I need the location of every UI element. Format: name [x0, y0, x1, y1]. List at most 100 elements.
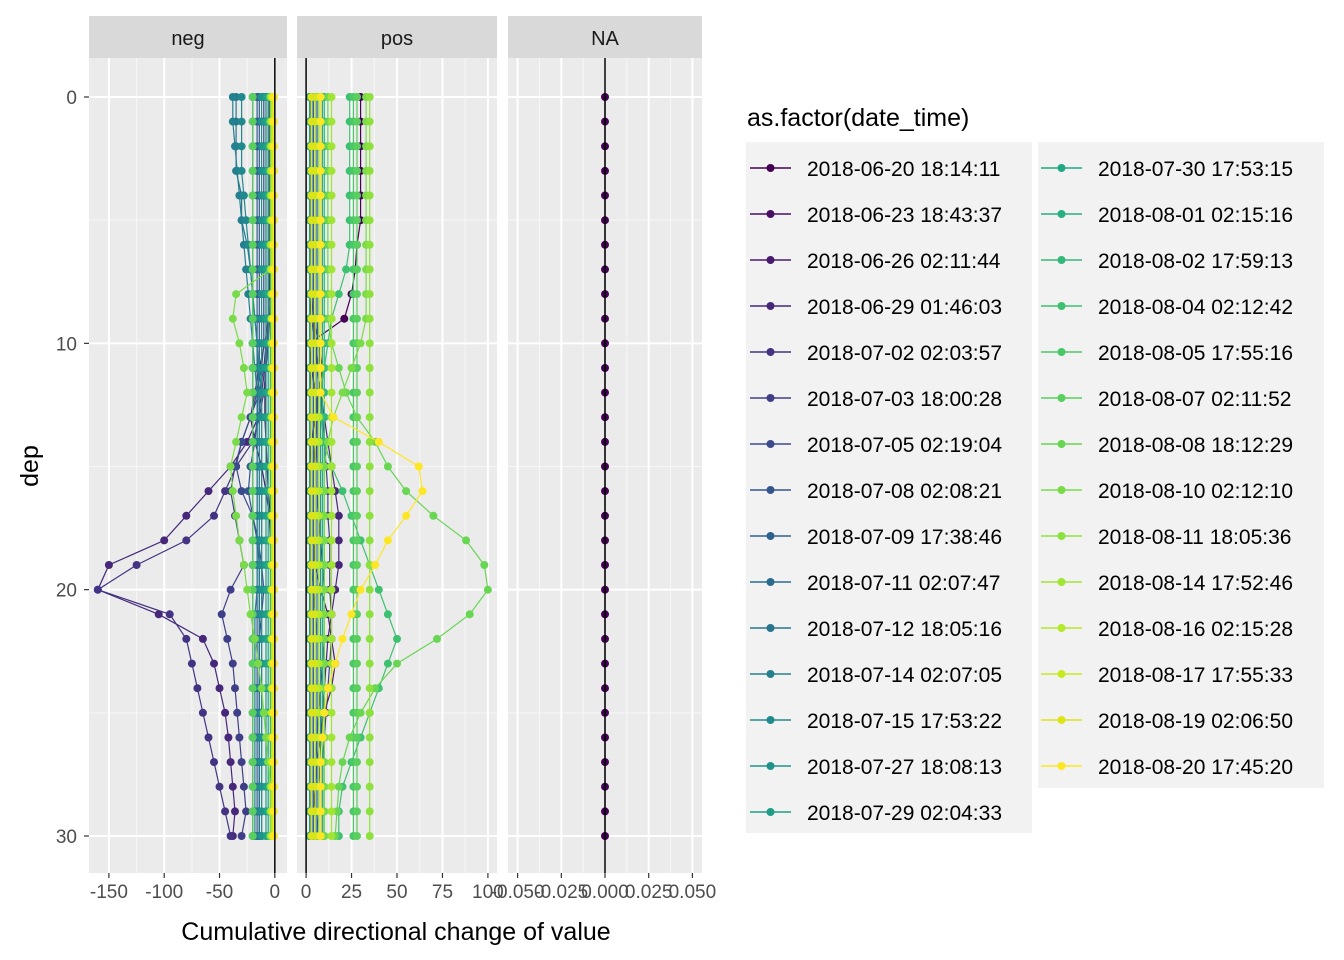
- data-point: [243, 388, 252, 397]
- legend-entry-label: 2018-07-12 18:05:16: [807, 618, 1002, 641]
- data-point: [210, 511, 218, 520]
- legend-key-point: [766, 808, 775, 816]
- data-point: [353, 782, 361, 791]
- data-point: [307, 782, 316, 791]
- legend-entry-label: 2018-08-01 02:15:16: [1098, 204, 1293, 227]
- legend-entry-label: 2018-08-10 02:12:10: [1098, 480, 1293, 503]
- data-point: [307, 388, 316, 397]
- data-point: [365, 437, 374, 446]
- data-point: [215, 684, 224, 693]
- data-point: [327, 832, 336, 840]
- data-point: [269, 733, 278, 742]
- data-point: [316, 93, 325, 101]
- data-point: [353, 117, 361, 126]
- data-point: [429, 511, 438, 520]
- data-point: [365, 487, 374, 496]
- data-point: [248, 511, 257, 520]
- legend-entry-label: 2018-07-30 17:53:15: [1098, 158, 1293, 181]
- data-point: [269, 487, 278, 496]
- data-point: [353, 733, 361, 742]
- data-point: [383, 462, 392, 471]
- data-point: [269, 240, 278, 249]
- data-point: [307, 659, 316, 668]
- data-point: [316, 388, 325, 397]
- data-point: [383, 610, 392, 619]
- data-point: [320, 708, 329, 717]
- data-point: [248, 240, 257, 249]
- data-point: [237, 166, 246, 175]
- data-point: [353, 265, 361, 274]
- data-point: [248, 832, 257, 840]
- data-point: [365, 511, 374, 520]
- data-point: [269, 314, 278, 323]
- data-point: [228, 487, 237, 496]
- data-point: [365, 610, 374, 619]
- data-point: [221, 708, 230, 717]
- data-point: [338, 487, 347, 496]
- data-point: [226, 462, 235, 471]
- data-point: [248, 191, 257, 200]
- legend-entry-label: 2018-08-20 17:45:20: [1098, 756, 1293, 779]
- facet-strip-label: NA: [591, 28, 619, 50]
- legend-entry-label: 2018-07-29 02:04:33: [807, 802, 1002, 825]
- data-point: [165, 610, 174, 619]
- legend-entry-label: 2018-07-02 02:03:57: [807, 342, 1002, 365]
- data-point: [327, 142, 336, 151]
- legend-entry-label: 2018-07-05 02:19:04: [807, 434, 1002, 457]
- data-point: [235, 339, 244, 348]
- legend-key-point: [1057, 440, 1066, 448]
- data-point: [248, 142, 257, 151]
- data-point: [307, 142, 316, 151]
- data-point: [269, 216, 278, 225]
- data-point: [353, 487, 361, 496]
- data-point: [353, 437, 361, 446]
- data-point: [198, 634, 207, 643]
- x-tick-label: -150: [90, 882, 128, 903]
- x-tick-label: -50: [206, 882, 233, 903]
- data-point: [248, 290, 257, 299]
- data-point: [307, 166, 316, 175]
- legend-entry-label: 2018-07-11 02:07:47: [807, 572, 1000, 595]
- data-point: [237, 93, 246, 101]
- data-point: [353, 807, 361, 816]
- data-point: [232, 437, 241, 446]
- data-point: [217, 610, 226, 619]
- data-point: [327, 758, 336, 767]
- legend-key-point: [766, 716, 775, 724]
- data-point: [269, 117, 278, 126]
- data-point: [269, 610, 278, 619]
- data-point: [353, 758, 361, 767]
- data-point: [204, 487, 213, 496]
- data-point: [259, 708, 268, 717]
- data-point: [228, 117, 237, 126]
- data-point: [327, 585, 336, 594]
- data-point: [316, 364, 325, 372]
- legend-entry-label: 2018-07-09 17:38:46: [807, 526, 1002, 549]
- data-point: [334, 364, 343, 372]
- x-tick-label: 100: [472, 882, 504, 903]
- data-point: [257, 684, 266, 693]
- data-point: [327, 191, 336, 200]
- data-point: [327, 487, 336, 496]
- data-point: [307, 290, 316, 299]
- y-axis: 0 10 20 30: [56, 88, 89, 848]
- data-point: [242, 216, 251, 225]
- data-point: [393, 659, 401, 668]
- legend-key-point: [1057, 670, 1066, 678]
- data-point: [243, 437, 252, 446]
- data-point: [226, 832, 235, 840]
- data-point: [334, 536, 343, 545]
- data-point: [182, 511, 191, 520]
- legend-entry-label: 2018-06-20 18:14:11: [807, 158, 1000, 181]
- data-point: [182, 634, 191, 643]
- data-point: [393, 634, 401, 643]
- legend-entry-label: 2018-08-04 02:12:42: [1098, 296, 1293, 319]
- data-point: [327, 610, 336, 619]
- legend-entry-label: 2018-07-15 17:53:22: [807, 710, 1002, 733]
- legend-key-point: [766, 302, 775, 310]
- data-point: [248, 339, 257, 348]
- data-point: [365, 93, 374, 101]
- legend-key-point: [1057, 578, 1066, 586]
- data-point: [132, 561, 141, 569]
- x-tick-label: 0.050: [669, 882, 717, 903]
